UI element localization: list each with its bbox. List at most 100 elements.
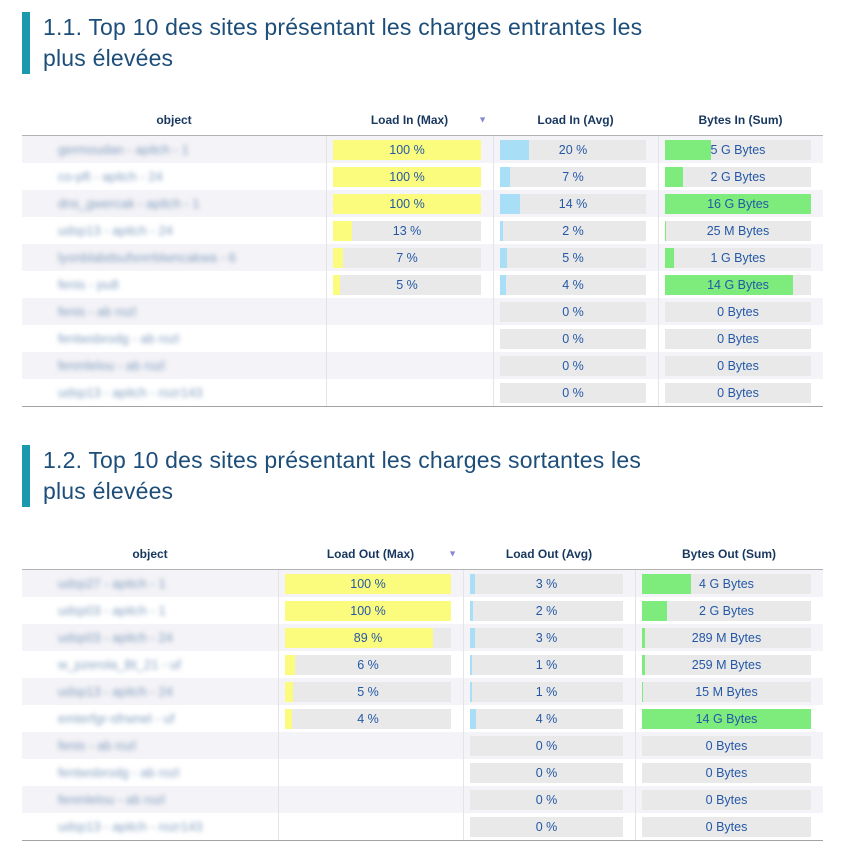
table-row: udsp13 - apitch - rozr143 0 % 0 Bytes [22, 379, 823, 406]
load-avg-cell: 3 % [463, 624, 635, 651]
load-max-value: 5 % [396, 277, 418, 292]
load-max-cell: 7 % [326, 244, 493, 271]
load-avg-value: 14 % [558, 196, 588, 211]
load-avg-bar-track: 14 % [500, 193, 646, 214]
object-cell: fenmlelou - ab rozl [22, 352, 326, 379]
load-max-cell: 100 % [326, 163, 493, 190]
bytes-cell: 0 Bytes [658, 352, 823, 379]
column-header-load-out-max[interactable]: Load Out (Max) ▼ [278, 547, 463, 561]
bytes-bar-track: 2 G Bytes [642, 600, 811, 621]
load-max-bar-track: 4 % [285, 708, 451, 729]
load-max-bar-fill [333, 220, 353, 241]
load-max-bar-fill [333, 274, 341, 295]
object-cell: emterfgr-sfrwnel - uf [22, 705, 278, 732]
column-header-object[interactable]: object [156, 113, 192, 127]
load-max-value: 6 % [357, 657, 379, 672]
load-avg-value: 20 % [558, 142, 588, 157]
object-cell: co-pft - apitch - 24 [22, 163, 326, 190]
table-row: fenis - ab rozl 0 % 0 Bytes [22, 732, 823, 759]
bytes-value: 259 M Bytes [691, 657, 762, 672]
sort-desc-icon[interactable]: ▼ [448, 548, 457, 559]
object-name-blurred: w_pzerola_Bt_21 - uf [58, 657, 181, 672]
column-header-bytes-out-sum[interactable]: Bytes Out (Sum) [681, 547, 776, 561]
load-avg-bar-track: 1 % [470, 654, 623, 675]
bytes-value: 4 G Bytes [699, 576, 754, 591]
bytes-bar-fill [665, 274, 793, 295]
bytes-bar-track: 5 G Bytes [665, 139, 811, 160]
column-header-bytes-in-sum[interactable]: Bytes In (Sum) [698, 113, 783, 127]
bytes-value: 289 M Bytes [691, 630, 762, 645]
object-cell: fenis - pu8 [22, 271, 326, 298]
table-row: udsp13 - apitch - 24 13 % 2 % 25 M Bytes [22, 217, 823, 244]
load-avg-bar-fill [470, 654, 472, 675]
load-avg-bar-track: 1 % [470, 681, 623, 702]
object-name-blurred: lyonblabdsufsnrrblwncakwa - 6 [58, 250, 236, 265]
column-header-label: Load In (Max) [370, 113, 449, 127]
column-header-load-out-avg[interactable]: Load Out (Avg) [505, 547, 593, 561]
load-avg-value: 0 % [562, 385, 584, 400]
load-avg-cell: 0 % [463, 813, 635, 840]
load-max-value: 100 % [350, 576, 386, 591]
bytes-cell: 259 M Bytes [635, 651, 823, 678]
load-avg-bar-track: 2 % [500, 220, 646, 241]
load-avg-value: 0 % [535, 765, 558, 780]
load-max-cell: 100 % [326, 136, 493, 163]
bytes-cell: 2 G Bytes [635, 597, 823, 624]
load-avg-bar-track: 4 % [470, 708, 623, 729]
load-max-value: 100 % [389, 196, 425, 211]
load-avg-cell: 0 % [463, 759, 635, 786]
object-cell: fenis - ab rozl [22, 298, 326, 325]
load-avg-bar-fill [470, 573, 475, 594]
table-row: dns_gwercak - apitch - 1 100 % 14 % 16 G By… [22, 190, 823, 217]
load-max-cell: 6 % [278, 651, 463, 678]
load-avg-bar-track: 0 % [470, 789, 623, 810]
object-cell: fentwsbrodg - ab rozl [22, 759, 278, 786]
load-avg-value: 0 % [562, 304, 584, 319]
load-in-table-body: germoudan - apitch - 1 100 % 20 % 5 G Bytes… [22, 136, 823, 406]
load-max-cell [278, 732, 463, 759]
object-name-blurred: emterfgr-sfrwnel - uf [58, 711, 175, 726]
bytes-value: 14 G Bytes [707, 277, 769, 292]
column-header-load-in-max[interactable]: Load In (Max) ▼ [326, 113, 493, 127]
load-max-bar-track: 100 % [285, 573, 451, 594]
table-row: udsp03 - apitch - 24 89 % 3 % 289 M Bytes [22, 624, 823, 651]
bytes-cell: 289 M Bytes [635, 624, 823, 651]
column-header-object[interactable]: object [132, 547, 168, 561]
load-max-bar-track: 100 % [333, 139, 481, 160]
column-header-load-in-avg[interactable]: Load In (Avg) [537, 113, 614, 127]
bytes-bar-fill [642, 600, 667, 621]
load-avg-bar-fill [470, 708, 477, 729]
object-cell: fentwsbrodg - ab rozl [22, 325, 326, 352]
bytes-bar-fill [642, 654, 646, 675]
bytes-bar-track: 0 Bytes [642, 735, 811, 756]
load-avg-bar-fill [500, 247, 508, 268]
section-title-line: 1.1. Top 10 des sites présentant les cha… [43, 14, 643, 40]
load-max-cell [326, 352, 493, 379]
bytes-bar-track: 0 Bytes [665, 301, 811, 322]
bytes-cell: 5 G Bytes [658, 136, 823, 163]
load-max-value: 4 % [357, 711, 379, 726]
load-max-value: 7 % [396, 250, 418, 265]
object-cell: udsp13 - apitch - 24 [22, 217, 326, 244]
load-avg-value: 3 % [535, 630, 558, 645]
bytes-bar-track: 16 G Bytes [665, 193, 811, 214]
table-row: fenmlelou - ab rozl 0 % 0 Bytes [22, 352, 823, 379]
table-row: fentwsbrodg - ab rozl 0 % 0 Bytes [22, 759, 823, 786]
load-max-bar-track: 100 % [285, 600, 451, 621]
load-avg-value: 0 % [535, 738, 558, 753]
section-title-line: plus élevées [43, 45, 174, 71]
load-avg-bar-track: 3 % [470, 573, 623, 594]
load-avg-cell: 0 % [493, 352, 658, 379]
load-avg-bar-track: 0 % [470, 762, 623, 783]
bytes-cell: 1 G Bytes [658, 244, 823, 271]
bytes-bar-track: 259 M Bytes [642, 654, 811, 675]
load-avg-value: 2 % [562, 223, 584, 238]
object-name-blurred: fenmlelou - ab rozl [58, 358, 165, 373]
load-avg-bar-track: 20 % [500, 139, 646, 160]
object-name-blurred: udsp27 - apitch - 1 [58, 576, 166, 591]
load-avg-cell: 2 % [493, 217, 658, 244]
object-cell: dns_gwercak - apitch - 1 [22, 190, 326, 217]
section-title-line: plus élevées [43, 478, 174, 504]
sort-desc-icon[interactable]: ▼ [478, 114, 487, 125]
load-max-cell: 89 % [278, 624, 463, 651]
